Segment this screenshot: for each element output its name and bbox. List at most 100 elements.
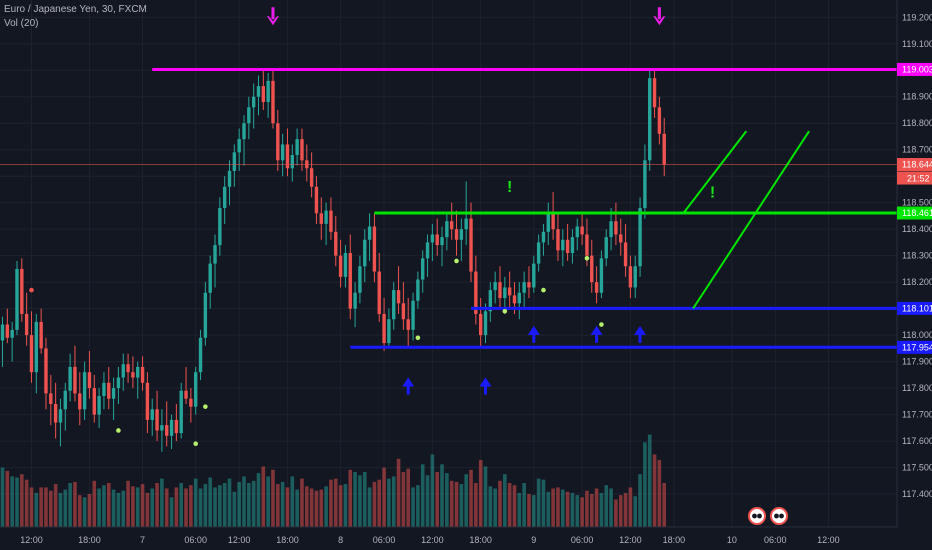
volume-bar [251,480,256,527]
volume-bar [338,485,343,527]
candle-body [53,403,58,423]
candle-body [34,321,39,373]
candle-body [652,78,657,108]
time-tick-label: 18:00 [469,535,492,545]
candle-body [536,242,541,264]
event-flag-icon[interactable] [748,507,766,525]
volume-indicator-label[interactable]: Vol (20) [4,18,39,29]
candle-body [5,324,10,338]
volume-bar [445,473,449,527]
candle-body [266,80,270,103]
candle-body [464,218,468,230]
volume-bar [82,497,87,527]
candle-body [590,255,594,283]
candle-body [10,329,14,338]
bottom-icons[interactable] [748,507,788,525]
arrow-up-icon [479,377,492,387]
candle-body [237,139,241,153]
volume-bar [164,488,169,527]
volume-bar [169,497,174,527]
candle-body [614,221,618,235]
candle-body [324,210,328,224]
volume-bar [430,454,435,527]
volume-bar [193,478,198,527]
volume-bar [527,494,531,527]
volume-bar [213,487,217,527]
volume-bar [237,481,241,527]
volume-bar [401,472,406,527]
time-tick-label: 12:00 [619,535,642,545]
candle-body [49,393,53,404]
volume-bar [333,478,338,527]
volume-bar [73,481,77,527]
volume-bar [362,472,367,527]
candle-body [348,253,352,309]
signal-dot [193,441,198,447]
price-axis[interactable]: 119.200119.100119.000118.900118.800118.7… [896,0,932,550]
candle-body [82,372,87,410]
candle-body [150,409,154,420]
candle-body [68,366,72,391]
volume-bar [377,479,382,527]
time-axis[interactable]: 12:00 18:00 7 06:00 12:00 18:00 8 06:00 12:00 18:… [0,526,932,550]
time-tick-label: 8 [338,535,343,545]
trend-line[interactable] [692,130,810,309]
volume-bar [546,491,551,527]
volume-bar [435,472,439,527]
time-tick-label: 12:00 [228,535,251,545]
candle-body [599,258,604,293]
volume-bar [387,478,391,527]
volume-bar [58,492,63,527]
candle-body [285,144,290,169]
ideas-eyes-icon[interactable] [770,507,788,525]
volume-bar [63,489,68,527]
candle-body [116,377,121,389]
volume-bar [53,484,58,527]
volume-bar [34,492,39,527]
volume-bar [0,467,5,527]
price-tick-label: 118.400 [902,224,932,234]
arrow-up-icon [590,325,603,335]
candle-body [107,382,111,399]
candle-body [111,388,116,399]
volume-bar [551,488,555,527]
time-tick-label: 18:00 [663,535,686,545]
time-axis-background [0,527,932,550]
volume-bar [532,495,536,527]
arrow-up-icon [634,325,647,335]
candle-body [648,78,652,161]
candle-body [280,144,285,161]
price-axis-tags: 119.003 118.461 118.101 117.954 118.644 21:52 [897,62,932,354]
candle-body [493,282,497,291]
exclamation-marker: ! [507,179,512,196]
volume-bar [247,483,251,527]
symbol-title[interactable]: Euro / Japanese Yen, 30, FXCM [4,4,147,15]
price-tick-label: 118.700 [902,145,932,155]
trend-line[interactable] [682,130,748,214]
candle-body [232,152,237,171]
bar-countdown-label: 21:52 [907,174,930,184]
time-tick-label: 10 [727,535,737,545]
candle-body [623,242,628,267]
volume-bar [478,459,483,527]
time-tick-label: 18:00 [276,535,299,545]
price-tick-label: 118.800 [902,118,932,128]
candle-body [527,282,531,288]
drawing-overlays[interactable]: !! [0,7,897,447]
volume-bar [106,483,111,527]
candle-body [276,123,280,161]
candle-body [44,348,48,394]
candle-body [102,382,106,397]
volume-bars [0,434,667,527]
candle-body [20,268,24,314]
candle-body [58,409,63,423]
candle-body [300,139,304,161]
volume-bar [604,485,609,527]
volume-bar [92,480,97,527]
candle-body [392,290,396,320]
volume-bar [633,496,638,527]
candle-body [15,268,19,330]
price-tick-label: 117.500 [902,463,932,473]
candle-body [251,96,256,108]
